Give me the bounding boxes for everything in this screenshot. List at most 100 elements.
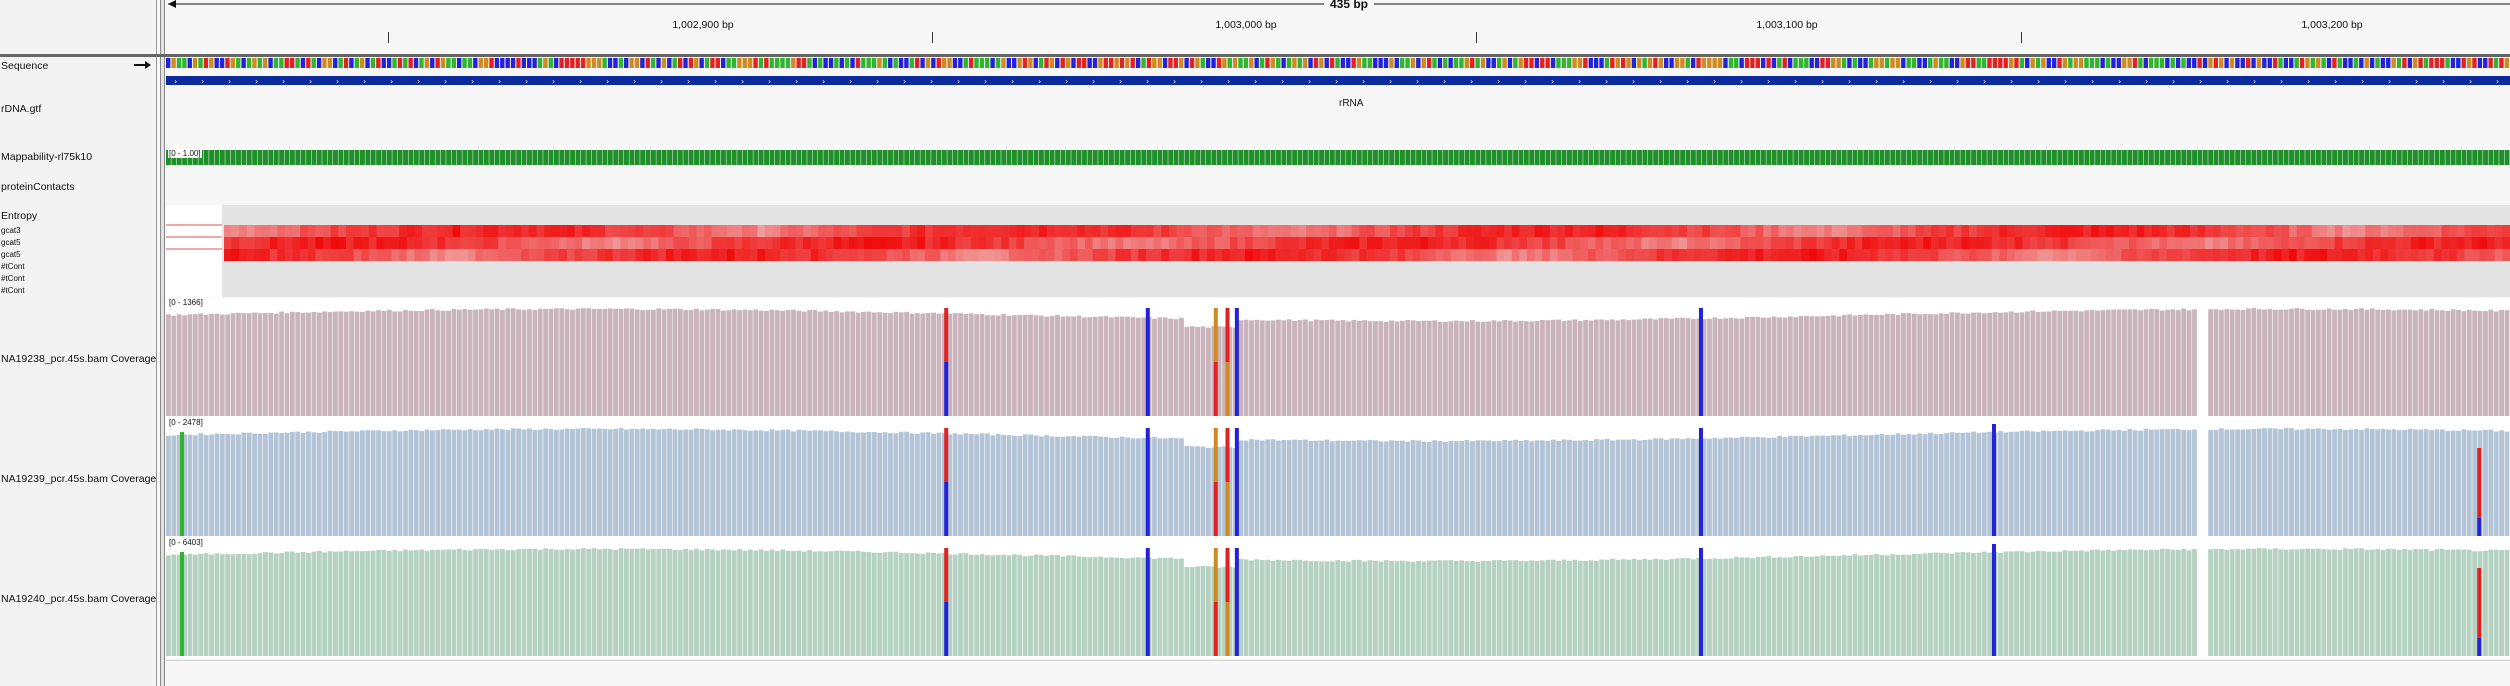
coverage-bar [1701,319,1707,416]
mappability-track[interactable] [166,150,2510,166]
coverage-track-label[interactable]: NA19239_pcr.45s.bam Coverage [1,473,157,485]
coverage-bar [1502,560,1508,656]
strand-chevron-icon: › [498,77,501,86]
protein-contacts-track-label[interactable]: proteinContacts [1,181,75,193]
heatmap-cell [734,225,743,237]
coverage-bar [597,428,602,536]
coverage-bar [1259,440,1265,536]
coverage-bar [1087,557,1093,656]
mappability-bar [1459,150,1465,165]
mappability-bar [1653,150,1659,165]
strand-chevron-icon: › [1902,77,1905,86]
entropy-heatmap-track[interactable] [166,205,2510,297]
coverage-bar [1055,314,1060,416]
mappability-bar [2100,150,2106,165]
coverage-bar [214,433,220,536]
heatmap-cell [1557,237,1566,249]
heatmap-cell [1999,249,2008,261]
heatmap-cell [1519,237,1528,249]
coverage-bar [866,311,872,416]
coverage-bar [408,550,414,656]
coverage-bar [2208,549,2214,656]
coverage-bar [2283,549,2289,656]
coverage-bar [1620,559,1626,656]
entropy-track-label[interactable]: Entropy [1,210,38,222]
heatmap-cell [1816,237,1825,249]
heatmap-cell [2395,249,2404,261]
mappability-bar [1410,150,1416,165]
base-mark [1292,58,1297,68]
coverage-bar [850,311,856,416]
mappability-bar [1108,150,1114,165]
heatmap-cell [2449,237,2458,249]
coverage-bar [650,549,656,656]
gtf-track-label[interactable]: rDNA.gtf [1,103,42,115]
coverage-bar [1696,318,1702,416]
base-mark [941,58,947,68]
protein-contacts-track[interactable] [166,176,2510,200]
coverage-bar [898,553,904,656]
coverage-bar [936,553,942,656]
base-mark [1006,58,1011,68]
mappability-bar [818,150,823,165]
heatmap-cell [1908,237,1917,249]
coverage-track-na19239[interactable] [166,418,2510,538]
heatmap-cell [2418,237,2427,249]
mappability-bar [1055,150,1060,165]
base-mark [2030,58,2035,68]
coverage-bar [359,430,365,536]
sequence-track-label[interactable]: Sequence [1,60,49,72]
mismatch-bar [1213,602,1218,656]
coverage-bar [844,431,850,536]
coverage-bar [1205,447,1211,536]
coverage-track-na19238[interactable] [166,298,2510,418]
coverage-bar [225,433,231,536]
base-mark [2418,58,2423,68]
heatmap-cell [1016,225,1025,237]
base-mark [1464,58,1470,68]
heatmap-cell [749,225,758,237]
panel-divider[interactable] [160,0,165,686]
mappability-bar [1265,150,1271,165]
coverage-track-na19240[interactable] [166,538,2510,658]
sequence-track[interactable] [166,58,2510,70]
strand-chevron-icon: › [2199,77,2202,86]
heatmap-cell [955,225,964,237]
heatmap-cell [1740,237,1749,249]
heatmap-cell [338,237,347,249]
coverage-bar [440,429,446,536]
gtf-feature-track[interactable]: › › › › › › › › › › › › › › › › › › › › › › › › › › › › › › › › › › › › › › › ›… [166,76,2510,88]
strand-chevron-icon: › [2334,77,2337,86]
mappability-bar [1669,150,1675,165]
coverage-track-label[interactable]: NA19238_pcr.45s.bam Coverage [1,353,157,365]
arrow-right-icon[interactable] [134,60,152,70]
coverage-bar [1949,432,1955,536]
coverage-bar [1734,556,1739,656]
mappability-bar [2057,150,2063,165]
coverage-bar [737,310,742,416]
heatmap-cell [825,225,835,237]
heatmap-cell [399,249,408,261]
mappability-bar [1491,150,1497,165]
coverage-bar [704,309,710,416]
heatmap-cell [1031,249,1040,261]
entropy-sublabel: gcat5 [1,250,21,259]
heatmap-cell [879,225,888,237]
mappability-track-label[interactable]: Mappability-rl75k10 [1,151,93,163]
coverage-bar [2208,430,2214,536]
ruler[interactable]: 435 bp 1,002,900 bp 1,003,000 bp 1,003,1… [166,0,2510,56]
base-mark [2472,58,2477,68]
heatmap-cell [2045,225,2054,237]
heatmap-cell [1100,249,1109,261]
coverage-bar [1847,436,1852,536]
coverage-bar [758,430,764,536]
mappability-bar [2364,150,2370,165]
coverage-bar [796,310,802,416]
coverage-bar [559,308,565,416]
base-mark [559,58,564,68]
mappability-bar [1356,150,1362,165]
coverage-track-label[interactable]: NA19240_pcr.45s.bam Coverage [1,593,157,605]
coverage-bar [855,432,861,536]
heatmap-cell [1237,225,1246,237]
coverage-bar [2116,429,2122,536]
